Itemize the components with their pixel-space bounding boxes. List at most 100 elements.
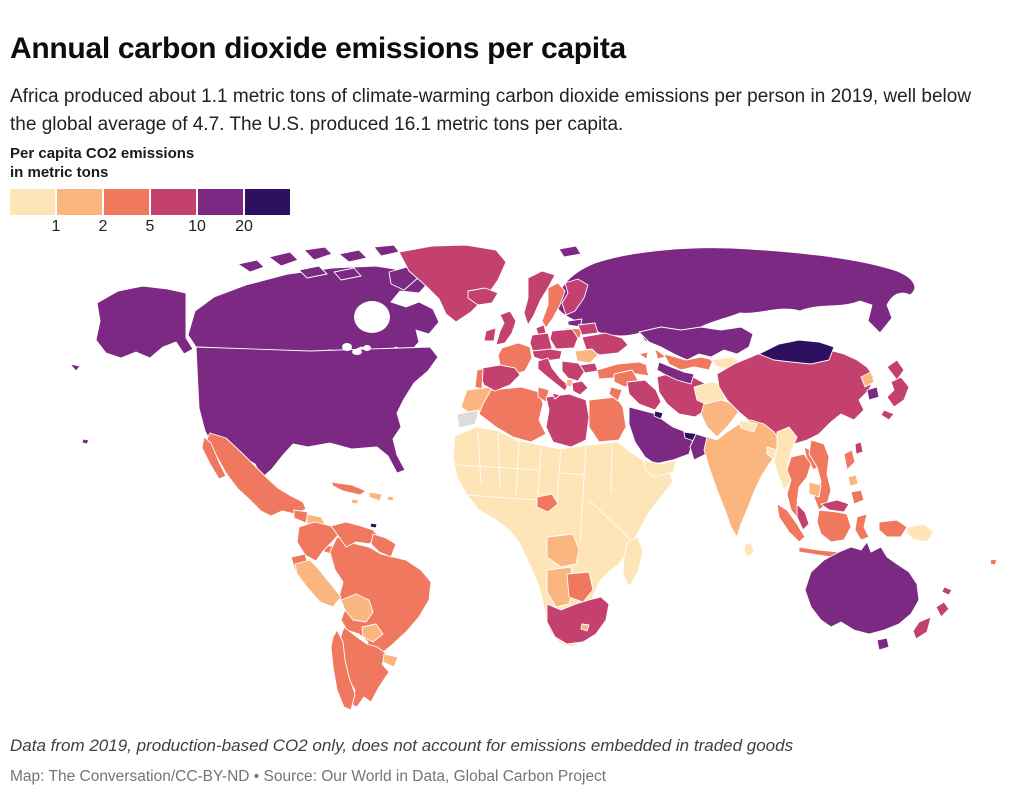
country-lesotho	[580, 623, 590, 632]
legend-swatches	[10, 189, 292, 215]
legend-tick: 5	[145, 218, 155, 235]
country-portugal	[474, 368, 484, 390]
arctic-islands	[237, 259, 265, 273]
country-south-africa	[546, 596, 610, 645]
country-jamaica	[350, 498, 360, 505]
country-south-korea	[866, 386, 880, 401]
country-russia	[555, 247, 916, 345]
legend-swatch	[245, 189, 290, 215]
country-western-sahara	[456, 409, 480, 429]
country-cambodia	[808, 481, 822, 498]
country-kazakhstan	[638, 326, 754, 361]
country-namibia	[546, 566, 574, 608]
philippines-mindanao	[850, 489, 865, 505]
country-turkmenistan	[656, 361, 695, 385]
legend-tick: 10	[188, 218, 206, 235]
country-paraguay	[361, 623, 384, 643]
country-gabon	[536, 493, 559, 513]
philippines-luzon	[843, 449, 856, 471]
legend-title-line1: Per capita CO2 emissions	[10, 145, 195, 162]
country-nepal	[738, 419, 758, 433]
country-guatemala	[293, 509, 309, 524]
legend: Per capita CO2 emissions in metric tons …	[10, 144, 292, 238]
arctic-islands	[338, 249, 368, 263]
arctic-islands	[373, 244, 400, 257]
sicily	[551, 392, 561, 400]
country-colombia	[296, 521, 340, 562]
country-india	[703, 419, 782, 538]
country-botswana	[566, 571, 594, 603]
philippines-visayas	[847, 474, 859, 487]
country-greece	[571, 380, 589, 396]
legend-tick: 20	[235, 218, 253, 235]
caspian-sea	[646, 348, 658, 378]
baja-california	[201, 436, 227, 480]
great-lakes	[363, 345, 371, 351]
arctic-islands	[303, 246, 333, 261]
indonesia-papua	[878, 519, 908, 538]
country-egypt	[588, 396, 627, 443]
black-sea	[604, 354, 628, 362]
country-taiwan	[854, 441, 864, 455]
country-hispaniola	[368, 491, 383, 502]
country-alaska	[95, 285, 194, 359]
indonesia-kalimantan	[816, 509, 852, 543]
africa-border-hints	[456, 431, 634, 544]
page-title: Annual carbon dioxide emissions per capi…	[10, 32, 626, 66]
country-papua-new-guinea	[906, 523, 935, 543]
country-poland	[549, 328, 579, 350]
page-subtitle: Africa produced about 1.1 metric tons of…	[10, 86, 972, 135]
country-guyanas	[370, 533, 397, 558]
legend-swatch	[198, 189, 243, 215]
country-vietnam	[808, 439, 832, 511]
legend-swatch	[104, 189, 149, 215]
country-malaysia-peninsula	[796, 503, 810, 531]
country-puerto-rico	[386, 495, 395, 502]
legend-title-line2: in metric tons	[10, 164, 109, 181]
indonesia-sumatra	[776, 503, 806, 543]
country-turkey	[596, 361, 654, 380]
country-trinidad	[369, 522, 378, 529]
great-lakes	[342, 343, 352, 351]
country-spain	[479, 364, 521, 392]
country-chile	[330, 629, 356, 711]
country-cuba	[330, 481, 367, 496]
country-madagascar	[622, 536, 644, 588]
legend-title: Per capita CO2 emissions in metric tons	[10, 144, 292, 182]
country-algeria	[478, 386, 547, 443]
country-new-caledonia	[941, 586, 953, 596]
country-japan-honshu	[886, 376, 910, 408]
country-finland	[561, 278, 589, 316]
arctic-islands	[298, 265, 328, 279]
choropleth-svg	[69, 244, 998, 711]
country-yemen	[643, 459, 678, 478]
country-fiji	[989, 558, 998, 566]
country-libya	[545, 393, 590, 448]
new-zealand-south	[912, 616, 932, 640]
new-zealand-north	[935, 601, 950, 618]
country-japan-kyushu	[880, 409, 895, 421]
arctic-islands	[268, 251, 299, 267]
world-map	[0, 243, 1023, 713]
great-lakes	[352, 349, 362, 355]
arctic-islands	[333, 267, 362, 281]
region-central-europe	[531, 348, 563, 362]
country-peru	[294, 559, 342, 608]
country-albania	[565, 378, 574, 388]
credit-line: Map: The Conversation/CC-BY-ND • Source:…	[10, 767, 607, 785]
country-mongolia	[758, 339, 835, 365]
legend-ticks: 1 2 5 10 20	[10, 218, 292, 238]
country-norway	[523, 270, 556, 326]
footnote: Data from 2019, production-based CO2 onl…	[10, 736, 794, 755]
country-australia	[804, 541, 920, 635]
country-jordan-israel	[608, 386, 623, 402]
hawaii	[81, 438, 90, 445]
country-bolivia	[340, 593, 374, 623]
country-uzbekistan	[663, 353, 714, 371]
country-sri-lanka	[743, 541, 755, 558]
indonesia-sulawesi	[854, 513, 870, 541]
legend-swatch	[151, 189, 196, 215]
legend-tick: 1	[51, 218, 61, 235]
country-sweden	[541, 282, 566, 329]
